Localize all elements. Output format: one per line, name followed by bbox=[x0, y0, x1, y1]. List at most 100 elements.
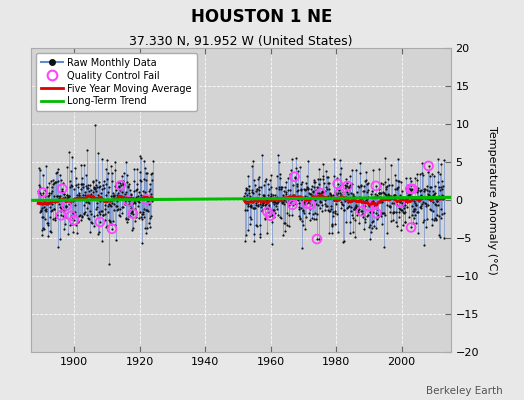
Point bbox=[353, 198, 362, 204]
Point bbox=[99, 212, 107, 218]
Point bbox=[307, 201, 315, 207]
Point bbox=[427, 207, 435, 213]
Point bbox=[399, 202, 407, 208]
Point bbox=[410, 175, 419, 181]
Point bbox=[301, 186, 310, 192]
Point bbox=[295, 213, 303, 220]
Point bbox=[241, 190, 249, 196]
Point bbox=[143, 196, 151, 203]
Point bbox=[110, 192, 118, 198]
Point bbox=[45, 180, 53, 186]
Point bbox=[297, 187, 305, 193]
Point bbox=[124, 183, 132, 190]
Point bbox=[249, 238, 258, 244]
Point bbox=[109, 190, 117, 196]
Point bbox=[81, 209, 89, 216]
Point bbox=[402, 197, 410, 203]
Point bbox=[337, 192, 345, 198]
Point bbox=[362, 197, 370, 204]
Point bbox=[47, 229, 56, 235]
Point bbox=[267, 212, 276, 218]
Point bbox=[302, 180, 310, 186]
Point bbox=[398, 207, 406, 213]
Point bbox=[352, 202, 360, 208]
Point bbox=[410, 198, 419, 204]
Point bbox=[43, 222, 52, 228]
Point bbox=[383, 182, 391, 189]
Point bbox=[116, 206, 124, 212]
Point bbox=[82, 199, 90, 206]
Point bbox=[335, 190, 344, 196]
Point bbox=[243, 192, 251, 198]
Point bbox=[384, 176, 392, 182]
Point bbox=[434, 202, 443, 208]
Point bbox=[314, 185, 322, 192]
Point bbox=[104, 209, 112, 215]
Point bbox=[372, 183, 380, 189]
Point bbox=[424, 192, 433, 198]
Point bbox=[71, 209, 79, 216]
Point bbox=[107, 193, 116, 199]
Point bbox=[103, 223, 112, 230]
Point bbox=[357, 208, 366, 214]
Point bbox=[376, 198, 384, 205]
Point bbox=[334, 190, 342, 197]
Point bbox=[57, 177, 66, 183]
Point bbox=[342, 218, 351, 225]
Point bbox=[319, 194, 327, 200]
Point bbox=[297, 205, 305, 211]
Point bbox=[406, 178, 414, 184]
Point bbox=[321, 188, 329, 194]
Point bbox=[420, 216, 428, 223]
Point bbox=[396, 206, 404, 212]
Point bbox=[366, 191, 375, 197]
Point bbox=[312, 187, 320, 194]
Point bbox=[332, 200, 340, 207]
Point bbox=[372, 202, 380, 208]
Point bbox=[336, 157, 344, 164]
Point bbox=[407, 182, 416, 188]
Point bbox=[138, 211, 147, 218]
Point bbox=[43, 184, 51, 190]
Point bbox=[49, 177, 57, 184]
Point bbox=[392, 223, 401, 229]
Point bbox=[346, 204, 355, 210]
Point bbox=[383, 202, 391, 208]
Point bbox=[305, 216, 314, 223]
Point bbox=[59, 180, 67, 186]
Point bbox=[280, 200, 289, 207]
Point bbox=[67, 212, 75, 219]
Point bbox=[95, 208, 103, 215]
Point bbox=[439, 194, 447, 201]
Point bbox=[325, 186, 333, 193]
Point bbox=[307, 186, 315, 192]
Point bbox=[252, 222, 260, 228]
Point bbox=[329, 212, 337, 219]
Point bbox=[101, 211, 110, 217]
Point bbox=[340, 238, 348, 244]
Point bbox=[264, 205, 272, 211]
Point bbox=[137, 214, 146, 220]
Point bbox=[136, 177, 144, 184]
Point bbox=[53, 169, 61, 176]
Point bbox=[105, 261, 114, 268]
Point bbox=[46, 208, 54, 214]
Point bbox=[377, 212, 385, 219]
Point bbox=[134, 198, 143, 204]
Point bbox=[145, 220, 153, 226]
Point bbox=[419, 199, 427, 205]
Point bbox=[315, 190, 323, 196]
Point bbox=[382, 192, 390, 198]
Point bbox=[78, 213, 86, 219]
Point bbox=[254, 203, 262, 209]
Point bbox=[431, 201, 439, 208]
Point bbox=[389, 217, 397, 224]
Point bbox=[57, 212, 65, 218]
Point bbox=[417, 192, 425, 198]
Point bbox=[281, 227, 289, 234]
Point bbox=[113, 198, 122, 204]
Point bbox=[321, 201, 330, 208]
Point bbox=[429, 198, 438, 205]
Point bbox=[423, 202, 432, 208]
Point bbox=[148, 158, 157, 164]
